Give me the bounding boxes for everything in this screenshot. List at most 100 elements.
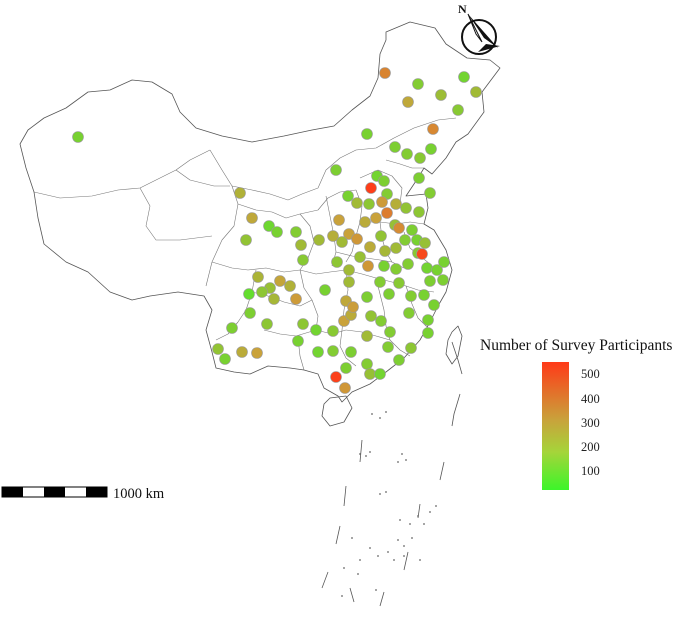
survey-point xyxy=(406,224,418,236)
survey-point xyxy=(401,148,413,160)
survey-point xyxy=(72,131,84,143)
survey-point xyxy=(342,190,354,202)
survey-point xyxy=(219,353,231,365)
survey-point xyxy=(297,254,309,266)
survey-point xyxy=(331,256,343,268)
survey-point xyxy=(361,128,373,140)
survey-point xyxy=(327,345,339,357)
survey-point xyxy=(374,276,386,288)
survey-point xyxy=(295,239,307,251)
survey-point xyxy=(393,354,405,366)
survey-point xyxy=(393,222,405,234)
survey-point xyxy=(364,241,376,253)
scale-bar-label: 1000 km xyxy=(113,486,165,502)
national-outline xyxy=(19,21,501,403)
survey-point xyxy=(234,187,246,199)
survey-point xyxy=(370,212,382,224)
south-china-sea-islands xyxy=(321,341,463,607)
survey-point xyxy=(425,143,437,155)
survey-point xyxy=(261,318,273,330)
survey-point xyxy=(339,382,351,394)
survey-point xyxy=(212,343,224,355)
legend-tick-400: 400 xyxy=(581,392,600,406)
survey-point xyxy=(354,251,366,263)
survey-point xyxy=(428,299,440,311)
scale-bar xyxy=(1,486,108,498)
survey-point xyxy=(290,226,302,238)
survey-point xyxy=(263,220,275,232)
survey-point xyxy=(437,274,449,286)
survey-point xyxy=(431,264,443,276)
survey-point xyxy=(268,293,280,305)
survey-point xyxy=(452,104,464,116)
legend-color-bar xyxy=(542,362,569,490)
survey-point xyxy=(256,286,268,298)
survey-point xyxy=(340,362,352,374)
survey-point xyxy=(313,234,325,246)
survey-point xyxy=(274,275,286,287)
survey-point xyxy=(378,175,390,187)
survey-point xyxy=(424,187,436,199)
survey-point xyxy=(381,207,393,219)
survey-point xyxy=(333,214,345,226)
survey-point xyxy=(438,256,450,268)
survey-point xyxy=(400,202,412,214)
survey-point xyxy=(390,263,402,275)
survey-point xyxy=(226,322,238,334)
survey-point xyxy=(297,318,309,330)
survey-point xyxy=(312,346,324,358)
survey-point xyxy=(351,197,363,209)
survey-point xyxy=(403,307,415,319)
survey-point xyxy=(362,260,374,272)
survey-point xyxy=(389,141,401,153)
survey-point xyxy=(244,307,256,319)
survey-point xyxy=(390,242,402,254)
survey-point xyxy=(376,196,388,208)
survey-point xyxy=(236,346,248,358)
survey-point xyxy=(458,71,470,83)
survey-point xyxy=(336,236,348,248)
survey-point xyxy=(422,314,434,326)
survey-point xyxy=(402,96,414,108)
north-arrow: N xyxy=(458,2,500,55)
survey-point xyxy=(405,342,417,354)
survey-point xyxy=(419,237,431,249)
survey-point xyxy=(363,198,375,210)
survey-point xyxy=(390,198,402,210)
survey-point xyxy=(252,271,264,283)
survey-point xyxy=(416,248,428,260)
survey-point xyxy=(290,293,302,305)
survey-point xyxy=(327,325,339,337)
survey-point xyxy=(414,152,426,164)
survey-point xyxy=(364,368,376,380)
survey-point xyxy=(413,206,425,218)
survey-point xyxy=(347,301,359,313)
survey-point xyxy=(330,164,342,176)
survey-point xyxy=(361,330,373,342)
survey-point xyxy=(271,226,283,238)
legend-tick-500: 500 xyxy=(581,367,600,381)
survey-point xyxy=(383,288,395,300)
survey-point xyxy=(393,277,405,289)
survey-point xyxy=(399,234,411,246)
north-arrow-label: N xyxy=(458,2,467,16)
survey-point xyxy=(379,245,391,257)
legend-tick-200: 200 xyxy=(581,440,600,454)
survey-point xyxy=(375,230,387,242)
survey-point xyxy=(412,78,424,90)
survey-point xyxy=(405,290,417,302)
survey-point xyxy=(418,289,430,301)
survey-point xyxy=(427,123,439,135)
survey-point xyxy=(246,212,258,224)
survey-point xyxy=(421,262,433,274)
survey-point xyxy=(343,276,355,288)
survey-point xyxy=(365,310,377,322)
survey-point xyxy=(382,341,394,353)
survey-point xyxy=(284,280,296,292)
survey-point xyxy=(422,327,434,339)
survey-point xyxy=(379,67,391,79)
survey-point xyxy=(361,358,373,370)
survey-point xyxy=(365,182,377,194)
survey-point xyxy=(384,326,396,338)
